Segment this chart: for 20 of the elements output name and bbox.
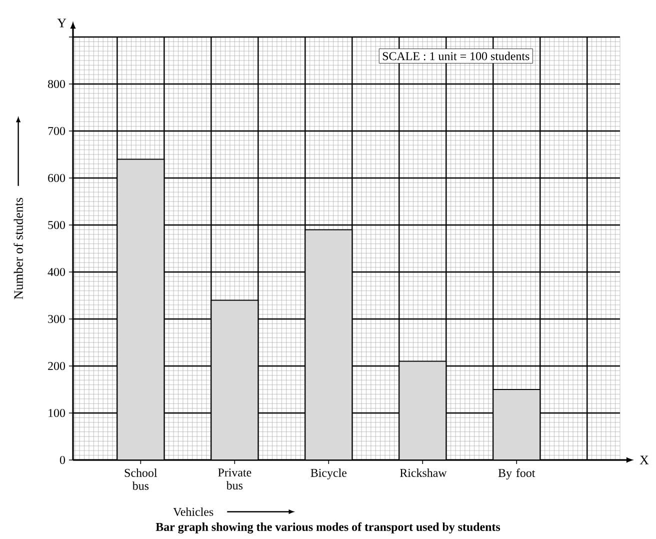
- y-tick-label: 600: [48, 174, 66, 182]
- annotation: SCALE : 1 unit = 100 students: [382, 52, 530, 60]
- y-tick-label: 400: [48, 268, 66, 276]
- x-tick-label: Rickshaw: [400, 468, 447, 477]
- x-tick-label: Bicycle: [310, 468, 346, 480]
- y-tick-label: 0: [60, 456, 66, 464]
- y-axis-title: Number of students: [14, 198, 23, 300]
- y-tick-label: 700: [48, 126, 66, 136]
- text: Bar graph showing the various modes of transport used by students: [156, 522, 500, 534]
- y-tick-label: 500: [48, 220, 66, 230]
- x-tick-label: By foot: [498, 468, 536, 480]
- x-tick-label: Private bus: [218, 468, 252, 490]
- x-axis-title: Vehicles: [173, 508, 214, 516]
- text: Y: [57, 18, 66, 28]
- text: X: [640, 456, 649, 464]
- y-tick-label: 100: [48, 408, 66, 418]
- y-tick-label: 800: [48, 80, 66, 88]
- y-tick-label: 200: [48, 362, 66, 370]
- y-tick-label: 300: [48, 314, 66, 324]
- x-tick-label: School bus: [124, 468, 158, 490]
